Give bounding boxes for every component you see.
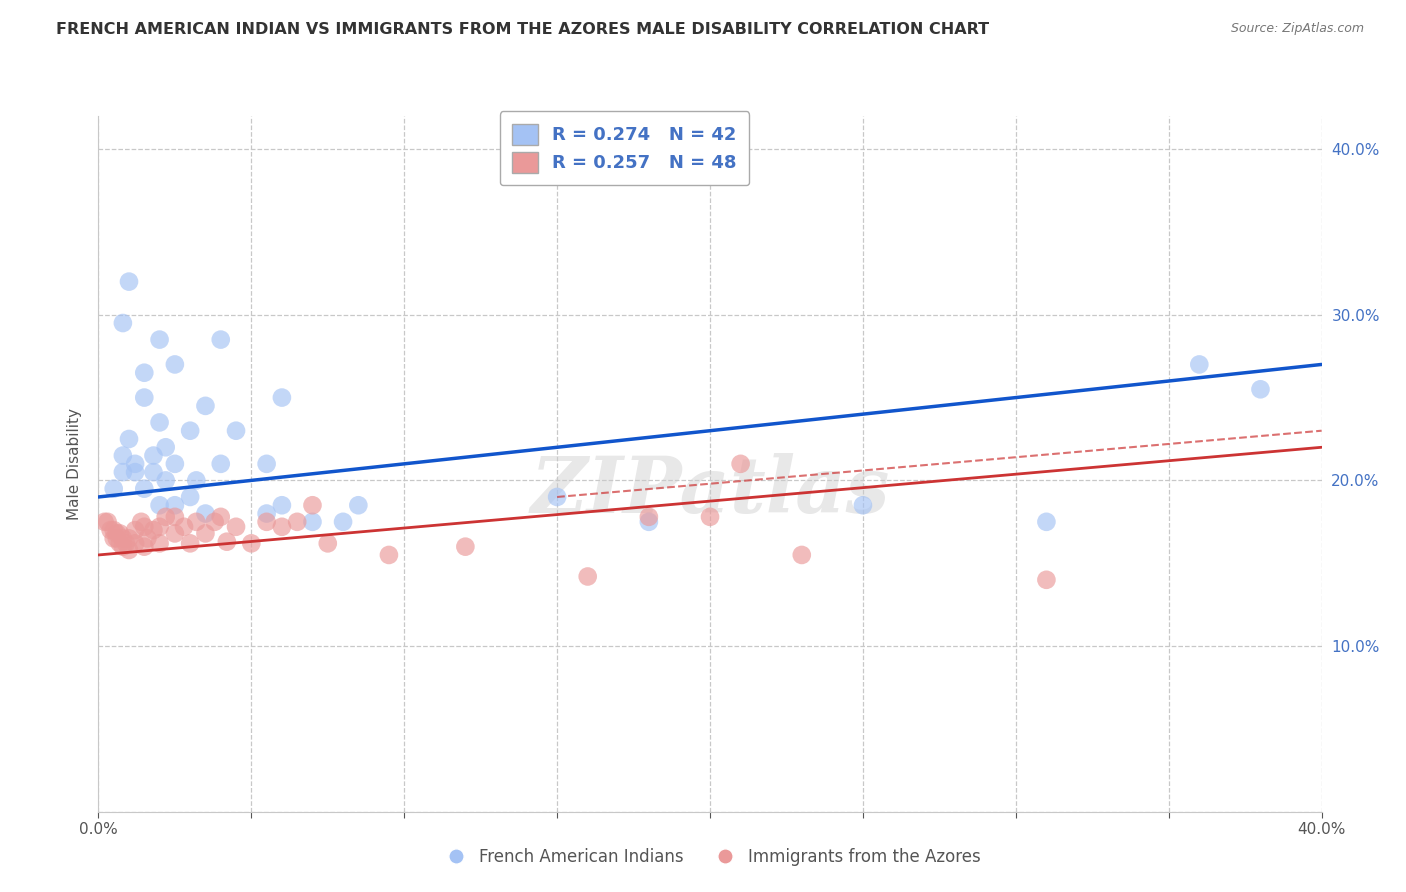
Point <box>100 523 122 537</box>
Point <box>256 457 278 471</box>
Point <box>576 569 599 583</box>
Point <box>97 515 120 529</box>
Point <box>134 366 156 380</box>
Point <box>118 432 141 446</box>
Legend: French American Indians, Immigrants from the Azores: French American Indians, Immigrants from… <box>432 842 988 873</box>
Point <box>142 465 165 479</box>
Point <box>111 465 134 479</box>
Point <box>332 515 354 529</box>
Point <box>155 474 177 488</box>
Point <box>270 520 292 534</box>
Point <box>699 509 721 524</box>
Point <box>124 523 146 537</box>
Point <box>186 474 208 488</box>
Point <box>256 515 278 529</box>
Point <box>163 509 186 524</box>
Point <box>118 275 141 289</box>
Point <box>155 509 177 524</box>
Point <box>194 507 217 521</box>
Point <box>225 520 247 534</box>
Point <box>142 449 165 463</box>
Point <box>118 532 141 546</box>
Point <box>111 540 134 554</box>
Point <box>240 536 263 550</box>
Point <box>111 532 134 546</box>
Point <box>155 440 177 454</box>
Point <box>103 523 125 537</box>
Point <box>124 457 146 471</box>
Point <box>115 536 138 550</box>
Point <box>134 391 156 405</box>
Point <box>108 526 131 541</box>
Point <box>454 540 477 554</box>
Point <box>256 507 278 521</box>
Point <box>179 536 201 550</box>
Point <box>270 391 292 405</box>
Point <box>163 526 186 541</box>
Point <box>163 358 186 372</box>
Point <box>179 490 201 504</box>
Point <box>142 523 165 537</box>
Point <box>149 536 172 550</box>
Point <box>124 465 146 479</box>
Point <box>301 515 323 529</box>
Point <box>149 416 172 430</box>
Point <box>105 526 128 541</box>
Point <box>1249 382 1271 396</box>
Point <box>149 498 172 512</box>
Point <box>1188 358 1211 372</box>
Point <box>546 490 568 504</box>
Text: Source: ZipAtlas.com: Source: ZipAtlas.com <box>1230 22 1364 36</box>
Point <box>285 515 308 529</box>
Point <box>136 532 159 546</box>
Point <box>204 515 226 529</box>
Point <box>134 482 156 496</box>
Point <box>129 515 152 529</box>
Point <box>270 498 292 512</box>
Point <box>149 520 172 534</box>
Point <box>173 520 195 534</box>
Point <box>790 548 813 562</box>
Point <box>134 520 156 534</box>
Point <box>730 457 752 471</box>
Point <box>378 548 401 562</box>
Point <box>852 498 875 512</box>
Point <box>194 399 217 413</box>
Point <box>1035 515 1057 529</box>
Point <box>149 333 172 347</box>
Point <box>105 532 128 546</box>
Point <box>134 540 156 554</box>
Point <box>194 526 217 541</box>
Point <box>103 532 125 546</box>
Point <box>111 316 134 330</box>
Text: ZIPatlas: ZIPatlas <box>530 453 890 530</box>
Point <box>215 534 238 549</box>
Point <box>93 515 115 529</box>
Point <box>347 498 370 512</box>
Point <box>124 536 146 550</box>
Point <box>111 449 134 463</box>
Point <box>225 424 247 438</box>
Point <box>637 515 661 529</box>
Point <box>103 482 125 496</box>
Point <box>209 509 232 524</box>
Point <box>186 515 208 529</box>
Point <box>1035 573 1057 587</box>
Text: FRENCH AMERICAN INDIAN VS IMMIGRANTS FROM THE AZORES MALE DISABILITY CORRELATION: FRENCH AMERICAN INDIAN VS IMMIGRANTS FRO… <box>56 22 990 37</box>
Point <box>209 333 232 347</box>
Point <box>316 536 339 550</box>
Point <box>301 498 323 512</box>
Point <box>209 457 232 471</box>
Point <box>118 543 141 558</box>
Point <box>163 498 186 512</box>
Y-axis label: Male Disability: Male Disability <box>67 408 83 520</box>
Point <box>637 509 661 524</box>
Point <box>179 424 201 438</box>
Point <box>163 457 186 471</box>
Point <box>108 536 131 550</box>
